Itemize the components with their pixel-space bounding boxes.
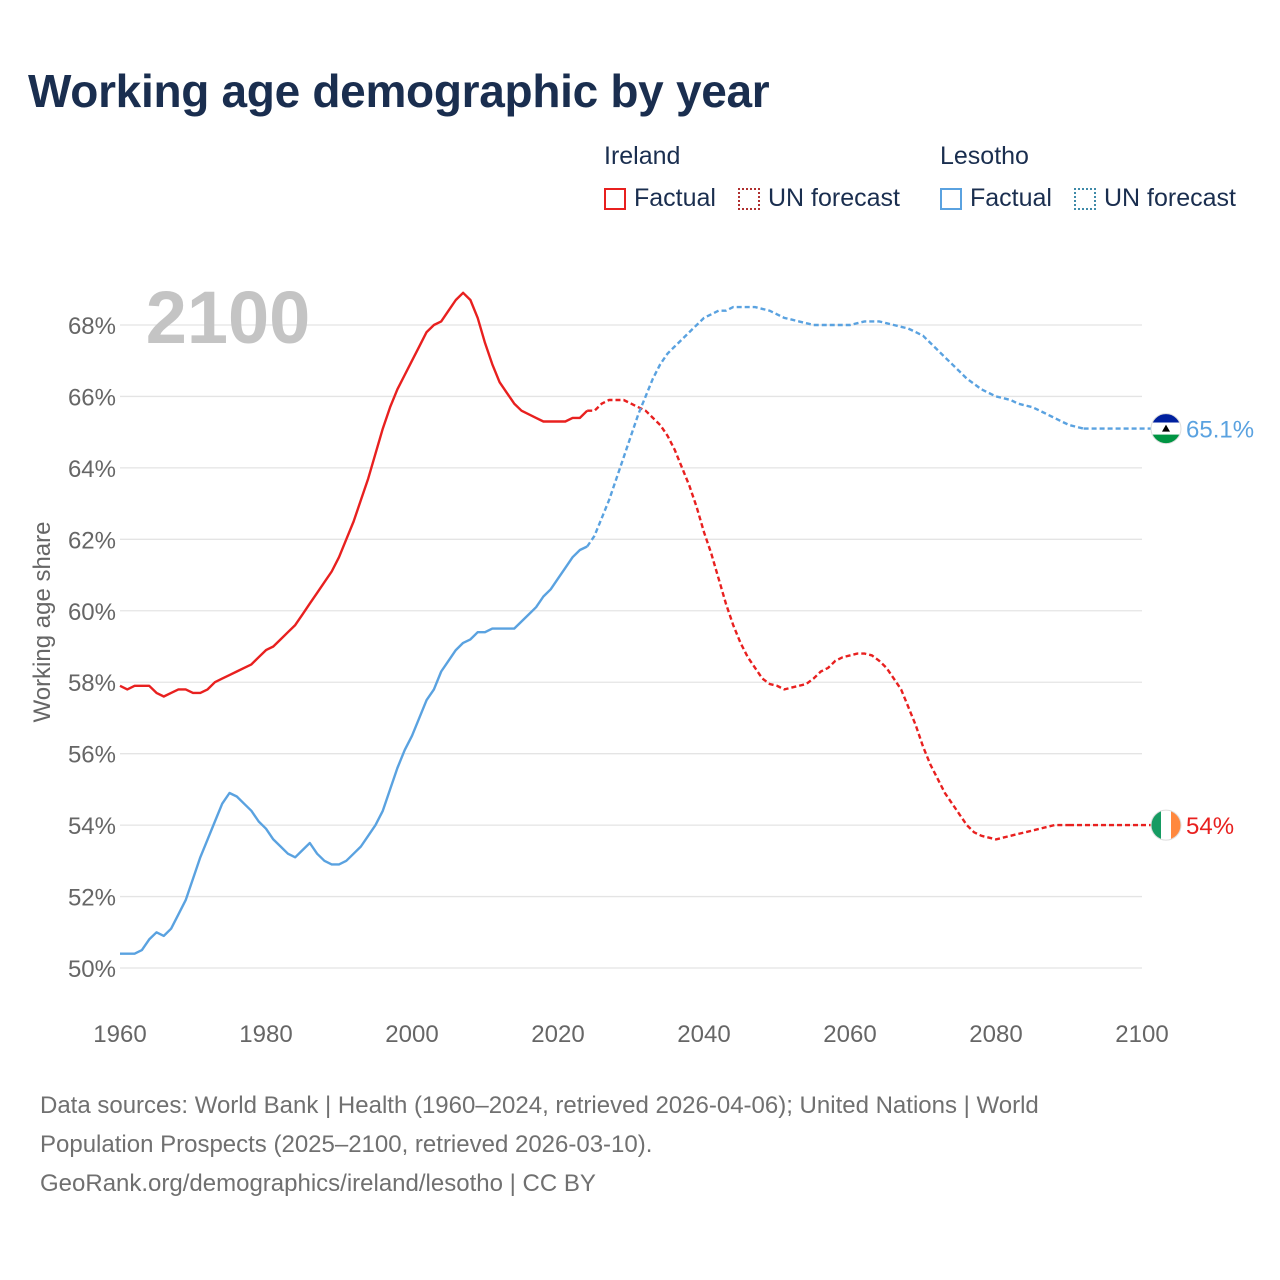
x-tick-label: 1980 [239,1021,292,1048]
series-lines [119,291,1084,955]
x-tick-label: 1960 [93,1021,146,1048]
y-tick-label: 66% [68,384,116,411]
x-axis-ticks: 1960 1980 2000 2020 2040 2060 2080 2100 [93,1021,1168,1048]
y-tick-label: 50% [68,956,116,983]
legend-label: UN forecast [768,184,900,212]
legend-item-lesotho-factual[interactable]: Factual [940,184,1052,213]
y-tick-label: 52% [68,885,116,912]
footer-line: Population Prospects (2025–2100, retriev… [40,1131,653,1158]
legend-label: Factual [634,184,716,212]
y-axis-ticks: 50% 52% 54% 56% 58% 60% 62% 64% 66% 68% [68,313,116,983]
series-line-ireland-factual[interactable] [119,291,589,698]
legend-swatch-solid [940,187,962,210]
x-tick-label: 2100 [1115,1021,1168,1048]
x-tick-label: 2060 [823,1021,876,1048]
legend-label: UN forecast [1104,184,1236,212]
gridlines [120,324,1142,969]
y-tick-label: 64% [68,456,116,483]
legend-swatch-solid [604,187,626,210]
line-chart: 50% 52% 54% 56% 58% 60% 62% 64% 66% 68% 1960 1980 2… [29,276,1254,1048]
footer-line[interactable]: GeoRank.org/demographics/ireland/lesotho… [40,1170,596,1197]
legend-group-name: Lesotho [940,142,1029,170]
legend-item-lesotho-forecast[interactable]: UN forecast [1074,184,1236,213]
x-tick-label: 2040 [677,1021,730,1048]
y-axis-label: Working age share [29,522,56,723]
ireland-flag-icon [1150,809,1182,841]
y-tick-label: 68% [68,313,116,340]
x-tick-label: 2020 [531,1021,584,1048]
y-tick-label: 56% [68,742,116,769]
legend-swatch-dotted [1074,187,1096,210]
end-value-label: 54% [1186,813,1234,840]
end-value-label: 65.1% [1186,417,1254,444]
chart-title: Working age demographic by year [28,65,770,117]
lesotho-flag-icon [1150,413,1182,445]
series-line-ireland-forecast[interactable] [587,398,1069,841]
series-line-lesotho-factual[interactable] [120,545,588,955]
end-markers: 54% 65.1% [1069,413,1254,841]
series-line-lesotho-forecast[interactable] [586,305,1084,548]
x-tick-label: 2000 [385,1021,438,1048]
x-tick-label: 2080 [969,1021,1022,1048]
legend-group-name: Ireland [604,142,681,170]
legend-swatch-dotted [738,187,760,210]
footer-sources: Data sources: World Bank | Health (1960–… [40,1086,1240,1203]
y-tick-label: 54% [68,813,116,840]
y-tick-label: 60% [68,599,116,626]
year-watermark: 2100 [146,276,311,359]
legend-label: Factual [970,184,1052,212]
y-tick-label: 58% [68,670,116,697]
footer-line: Data sources: World Bank | Health (1960–… [40,1092,1039,1119]
legend-item-ireland-forecast[interactable]: UN forecast [738,184,900,213]
y-tick-label: 62% [68,527,116,554]
legend-item-ireland-factual[interactable]: Factual [604,184,716,213]
